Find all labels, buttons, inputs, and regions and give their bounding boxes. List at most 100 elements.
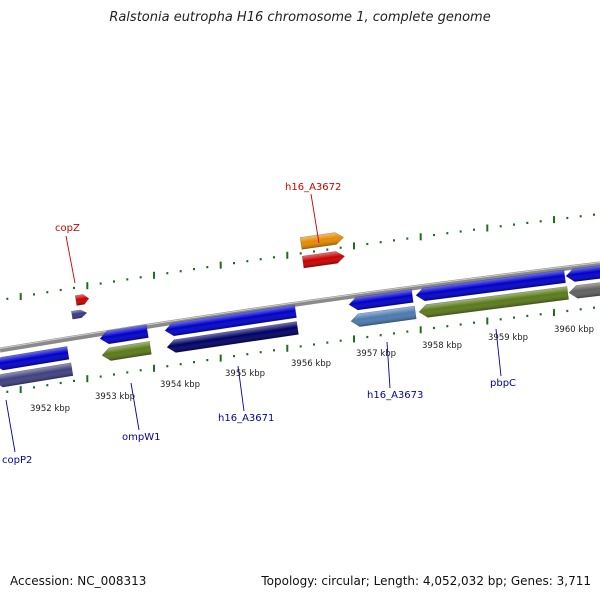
h16-a3671-cds-feature-shade	[165, 304, 297, 336]
gene-label[interactable]: h16_A3671	[218, 413, 274, 424]
gene-connector-line	[130, 382, 140, 431]
pbpc-gene-feature-edge	[418, 286, 569, 318]
h16-a3673-gene-feature[interactable]	[350, 305, 417, 328]
major-tick	[353, 335, 355, 343]
gene-label[interactable]: pbpC	[490, 378, 516, 389]
h16-a3673-cds-feature[interactable]	[348, 289, 414, 311]
copp2-cds-feature-edge	[0, 346, 70, 371]
gene-connector-line	[65, 235, 76, 284]
gene-connector-line	[495, 328, 502, 377]
minor-tick	[166, 365, 169, 368]
kbp-tick-label: 3956 kbp	[291, 359, 331, 369]
minor-tick	[259, 258, 262, 261]
gene-label[interactable]: copP2	[2, 455, 32, 466]
pbpc-cds-feature[interactable]	[415, 269, 566, 302]
minor-tick	[59, 288, 62, 292]
h16-a3672-gene-feature[interactable]	[299, 231, 345, 250]
kbp-tick-label: 3952 kbp	[30, 404, 70, 414]
minor-tick	[113, 373, 115, 376]
genome-backbone	[0, 261, 600, 353]
copp2-gene-feature-shade	[0, 362, 74, 388]
gene-label[interactable]: h16_A3672	[285, 182, 341, 193]
major-tick	[553, 216, 555, 224]
h16-a3671-gene-feature[interactable]	[166, 321, 299, 353]
h16-a3671-cds-feature[interactable]	[164, 304, 297, 337]
minor-tick	[259, 351, 262, 354]
minor-tick	[139, 369, 142, 372]
major-tick	[486, 224, 489, 232]
h16-a3672-cds-feature-shade	[302, 251, 345, 269]
copz-cds-feature[interactable]	[74, 294, 90, 306]
gene-label[interactable]: h16_A3673	[367, 390, 423, 401]
minor-tick	[126, 278, 129, 281]
minor-tick	[459, 230, 462, 233]
copp2-cds-feature-shade	[0, 346, 70, 371]
copp2-cds-feature[interactable]	[0, 346, 70, 371]
minor-tick	[313, 250, 315, 253]
feature-layer	[0, 231, 600, 389]
pbpc-gene-feature[interactable]	[418, 286, 569, 318]
h16-a3673-gene-feature-edge	[350, 305, 417, 327]
major-tick	[219, 354, 222, 362]
pbpc-cds-feature-shade	[416, 269, 566, 301]
major-tick	[286, 344, 289, 352]
minor-tick	[473, 321, 475, 324]
major-tick	[419, 233, 422, 241]
minor-tick	[206, 359, 209, 362]
right-edge-gene-feature[interactable]	[568, 280, 600, 299]
h16-a3672-cds-feature[interactable]	[301, 250, 346, 269]
h16-a3672-gene-feature-edge	[299, 232, 345, 250]
minor-tick	[566, 309, 569, 313]
gene-label[interactable]: ompW1	[122, 432, 160, 443]
ompw1-gene-feature-shade	[102, 341, 152, 361]
pbpc-gene-feature-shade	[419, 286, 569, 318]
minor-tick	[339, 246, 342, 249]
ompw1-gene-feature-edge	[101, 341, 152, 361]
minor-tick	[179, 363, 182, 366]
ompw1-cds-feature[interactable]	[99, 324, 149, 345]
gene-connector-line	[5, 399, 16, 453]
copz-gene-feature[interactable]	[71, 309, 88, 320]
h16-a3671-gene-feature-shade	[167, 321, 299, 353]
minor-tick	[33, 386, 35, 389]
h16-a3671-gene-feature-edge	[166, 321, 299, 353]
minor-tick	[326, 341, 329, 344]
minor-tick	[6, 297, 9, 300]
kbp-tick-label: 3959 kbp	[488, 333, 528, 343]
h16-a3673-gene-feature-shade	[351, 306, 417, 327]
minor-tick	[233, 262, 235, 265]
minor-tick	[113, 280, 115, 283]
minor-tick	[593, 213, 595, 216]
minor-tick	[526, 314, 529, 317]
ompw1-gene-feature[interactable]	[101, 341, 152, 361]
copz-gene-feature-shade	[71, 309, 87, 320]
major-tick	[486, 317, 489, 325]
kbp-tick-label: 3958 kbp	[422, 341, 462, 351]
major-tick	[153, 364, 155, 372]
major-tick	[19, 293, 22, 301]
gene-label[interactable]: copZ	[55, 223, 80, 234]
copp2-gene-feature[interactable]	[0, 362, 74, 389]
minor-tick	[526, 221, 529, 224]
minor-tick	[46, 384, 49, 387]
right-edge-cds-feature[interactable]	[565, 263, 600, 282]
copz-cds-feature-edge	[74, 294, 90, 306]
minor-tick	[446, 232, 449, 235]
minor-tick	[59, 381, 62, 385]
copz-cds-feature-shade	[75, 294, 89, 306]
h16-a3673-cds-feature-edge	[348, 289, 414, 311]
accession-text: Accession: NC_008313	[10, 574, 147, 588]
minor-tick	[73, 286, 75, 289]
minor-tick	[379, 334, 382, 337]
minor-tick	[326, 248, 329, 251]
minor-tick	[99, 375, 102, 378]
kbp-tick-label: 3955 kbp	[225, 369, 265, 379]
kbp-tick-label: 3953 kbp	[95, 392, 135, 402]
minor-tick	[273, 349, 275, 352]
minor-tick	[139, 276, 142, 279]
minor-tick	[499, 318, 502, 321]
minor-tick	[193, 361, 195, 364]
minor-tick	[206, 266, 209, 269]
minor-tick	[593, 306, 595, 309]
minor-tick	[6, 390, 9, 393]
